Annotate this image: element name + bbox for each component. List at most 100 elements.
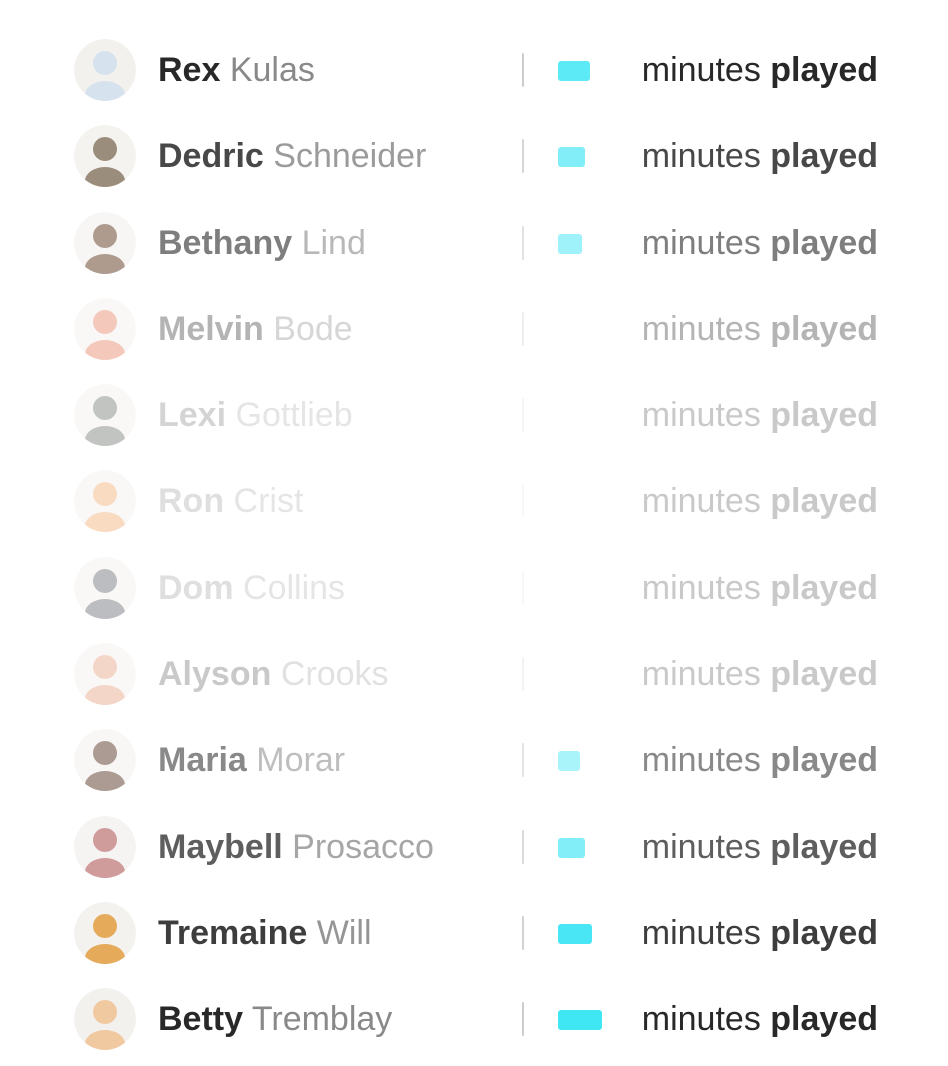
minutes-played-label: minutes played bbox=[642, 804, 878, 890]
played-word: played bbox=[770, 1000, 878, 1039]
minutes-played-label: minutes played bbox=[642, 113, 878, 199]
minutes-bar bbox=[558, 61, 590, 81]
player-last-name: Gottlieb bbox=[235, 396, 353, 435]
minutes-bar bbox=[558, 147, 585, 168]
player-avatar bbox=[74, 556, 136, 619]
row-divider bbox=[522, 484, 524, 519]
minutes-played-label: minutes played bbox=[642, 458, 878, 544]
minutes-bar bbox=[558, 233, 582, 254]
minutes-bar bbox=[558, 1010, 602, 1031]
played-word: played bbox=[770, 568, 878, 607]
player-last-name: Lind bbox=[301, 223, 366, 262]
played-word: played bbox=[770, 655, 878, 694]
player-first-name: Lexi bbox=[158, 396, 227, 435]
avatar-icon bbox=[74, 643, 136, 706]
minutes-word: minutes bbox=[641, 568, 761, 607]
player-first-name: Dedric bbox=[158, 137, 264, 176]
avatar-icon bbox=[74, 988, 136, 1051]
player-last-name: Crist bbox=[233, 482, 304, 521]
row-divider bbox=[522, 829, 524, 864]
minutes-word: minutes bbox=[641, 741, 761, 780]
avatar-icon bbox=[74, 556, 136, 619]
played-word: played bbox=[770, 482, 878, 521]
player-avatar bbox=[74, 988, 136, 1051]
row-divider bbox=[522, 1002, 524, 1037]
row-divider bbox=[522, 398, 524, 433]
player-last-name: Prosacco bbox=[292, 827, 434, 866]
player-row[interactable]: Dedric Schneider minutes played bbox=[0, 113, 948, 199]
avatar-icon bbox=[74, 815, 136, 878]
avatar-icon bbox=[74, 470, 136, 533]
played-word: played bbox=[770, 137, 878, 176]
player-row[interactable]: Ron Crist minutes played bbox=[0, 458, 948, 544]
player-row[interactable]: Lexi Gottlieb minutes played bbox=[0, 372, 948, 458]
player-name: Dom Collins bbox=[158, 545, 345, 631]
row-divider bbox=[522, 657, 524, 692]
avatar-icon bbox=[74, 39, 136, 101]
played-word: played bbox=[770, 913, 878, 952]
minutes-played-label: minutes played bbox=[642, 631, 878, 717]
player-first-name: Maybell bbox=[158, 827, 283, 866]
minutes-played-label: minutes played bbox=[642, 717, 878, 803]
player-first-name: Rex bbox=[158, 51, 221, 89]
minutes-word: minutes bbox=[641, 396, 761, 435]
player-avatar bbox=[74, 815, 136, 878]
player-last-name: Kulas bbox=[229, 51, 315, 89]
player-avatar bbox=[74, 470, 136, 533]
player-first-name: Melvin bbox=[158, 309, 264, 348]
player-name: Alyson Crooks bbox=[158, 631, 389, 717]
player-avatar bbox=[74, 39, 136, 101]
avatar-icon bbox=[74, 297, 136, 360]
player-avatar bbox=[74, 643, 136, 706]
player-name: Betty Tremblay bbox=[158, 976, 392, 1062]
player-name: Dedric Schneider bbox=[158, 113, 426, 199]
player-row[interactable]: Betty Tremblay minutes played bbox=[0, 976, 948, 1062]
player-first-name: Ron bbox=[158, 482, 225, 521]
player-row[interactable]: Rex Kulas minutes played bbox=[0, 27, 948, 113]
player-row[interactable]: Maria Morar minutes played bbox=[0, 717, 948, 803]
player-name: Melvin Bode bbox=[158, 286, 353, 372]
player-last-name: Schneider bbox=[273, 137, 427, 176]
minutes-bar bbox=[558, 837, 585, 858]
played-word: played bbox=[770, 827, 878, 866]
player-row[interactable]: Alyson Crooks minutes played bbox=[0, 631, 948, 717]
row-divider bbox=[522, 225, 524, 260]
minutes-played-label: minutes played bbox=[642, 976, 878, 1062]
player-name: Lexi Gottlieb bbox=[158, 372, 353, 458]
minutes-word: minutes bbox=[641, 1000, 761, 1039]
row-divider bbox=[522, 53, 524, 87]
minutes-word: minutes bbox=[641, 51, 761, 89]
player-first-name: Dom bbox=[158, 568, 234, 607]
minutes-word: minutes bbox=[641, 482, 761, 521]
played-word: played bbox=[770, 51, 878, 89]
row-divider bbox=[522, 311, 524, 346]
minutes-played-label: minutes played bbox=[642, 286, 878, 372]
minutes-word: minutes bbox=[641, 137, 761, 176]
row-divider bbox=[522, 139, 524, 174]
played-word: played bbox=[770, 741, 878, 780]
player-row[interactable]: Bethany Lind minutes played bbox=[0, 200, 948, 286]
player-avatar bbox=[74, 297, 136, 360]
player-first-name: Bethany bbox=[158, 223, 293, 262]
minutes-word: minutes bbox=[641, 309, 761, 348]
player-avatar bbox=[74, 125, 136, 188]
player-last-name: Crooks bbox=[280, 655, 389, 694]
minutes-word: minutes bbox=[641, 223, 761, 262]
player-row[interactable]: Melvin Bode minutes played bbox=[0, 286, 948, 372]
minutes-bar bbox=[558, 751, 580, 772]
avatar-icon bbox=[74, 211, 136, 274]
player-first-name: Maria bbox=[158, 741, 247, 780]
player-row[interactable]: Maybell Prosacco minutes played bbox=[0, 804, 948, 890]
minutes-word: minutes bbox=[641, 655, 761, 694]
minutes-played-label: minutes played bbox=[642, 200, 878, 286]
minutes-played-label: minutes played bbox=[642, 372, 878, 458]
player-row[interactable]: Dom Collins minutes played bbox=[0, 545, 948, 631]
avatar-icon bbox=[74, 125, 136, 188]
played-word: played bbox=[770, 396, 878, 435]
player-row[interactable]: Tremaine Will minutes played bbox=[0, 890, 948, 976]
minutes-played-label: minutes played bbox=[642, 27, 878, 113]
player-name: Maybell Prosacco bbox=[158, 804, 434, 890]
player-avatar bbox=[74, 729, 136, 792]
avatar-icon bbox=[74, 729, 136, 792]
minutes-word: minutes bbox=[641, 913, 761, 952]
